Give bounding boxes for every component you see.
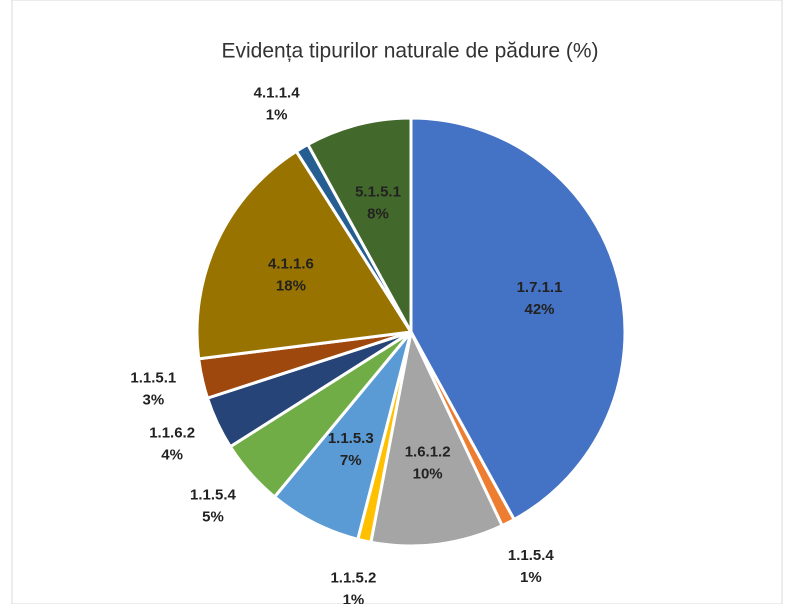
slice-value-label: 1% [266, 107, 288, 124]
slice-category-label: 5.1.5.1 [355, 183, 401, 200]
slice-value-label: 10% [413, 466, 443, 483]
slice-value-label: 42% [524, 301, 554, 318]
slice-category-label: 4.1.1.4 [254, 85, 301, 102]
pie-slice [409, 116, 627, 522]
pie-slice [369, 327, 505, 548]
slice-value-label: 4% [161, 446, 183, 463]
slice-value-label: 1% [520, 569, 542, 586]
slice-value-label: 5% [202, 509, 224, 526]
slice-category-label: 1.1.5.4 [508, 547, 555, 564]
pie-slice [305, 116, 413, 333]
slice-value-label: 3% [143, 392, 165, 409]
slice-value-label: 7% [340, 452, 362, 469]
slice-category-label: 1.7.1.1 [517, 279, 563, 296]
slice-category-label: 1.1.6.2 [149, 424, 195, 441]
slice-category-label: 1.1.5.3 [328, 430, 374, 447]
pie-slice [195, 149, 414, 361]
slice-value-label: 18% [276, 277, 306, 294]
slice-value-label: 1% [343, 592, 365, 604]
slice-category-label: 1.1.5.2 [330, 570, 376, 587]
slice-category-label: 4.1.1.6 [268, 255, 314, 272]
slice-category-label: 1.1.5.1 [130, 370, 176, 387]
chart-title: Evidența tipurilor naturale de pădure (%… [221, 40, 598, 63]
slice-category-label: 1.1.5.4 [190, 487, 237, 504]
slice-value-label: 8% [367, 205, 389, 222]
slice-category-label: 1.6.1.2 [405, 444, 451, 461]
